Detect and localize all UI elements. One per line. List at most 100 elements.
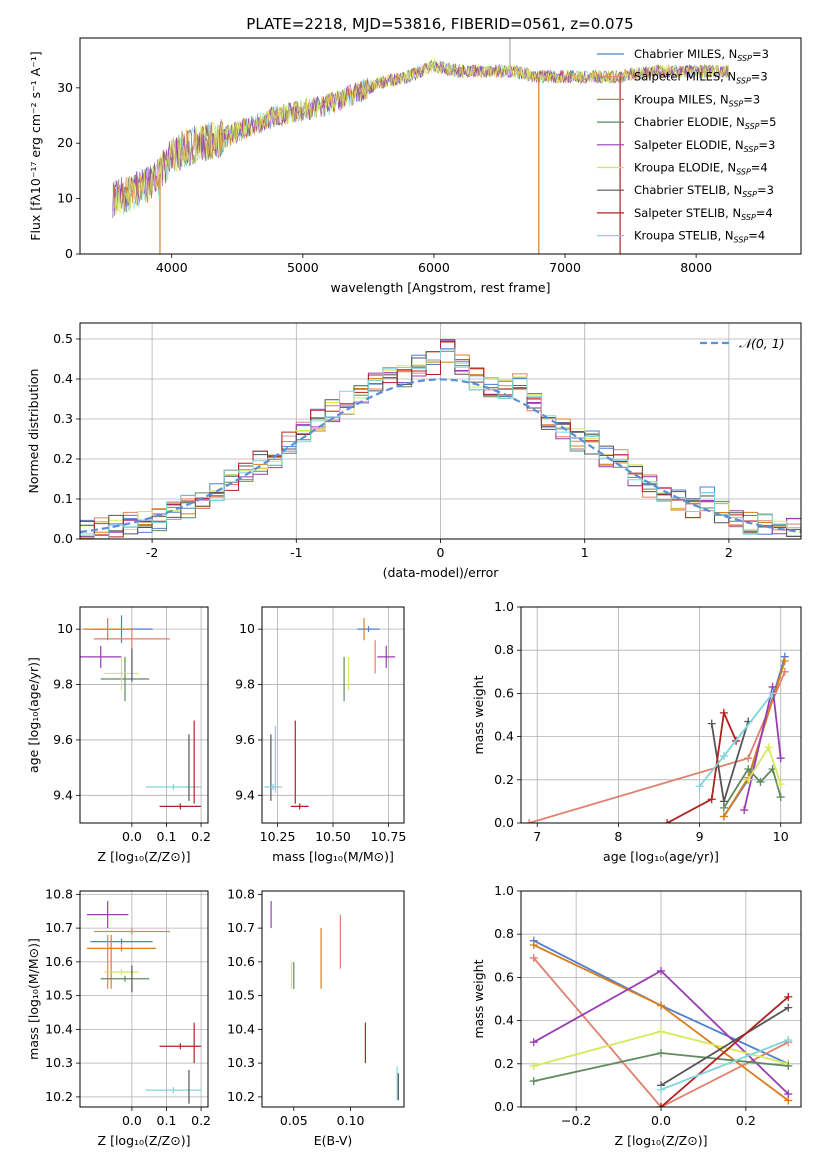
x-tick-label: -1 [290, 545, 302, 560]
axes-mass-vs-Z: 0.0 0.1 0.2 10.2 10.3 10.4 10.5 10.6 10.7 10.8 [45, 886, 211, 1128]
y-tick-label: 0.1 [53, 491, 73, 506]
legend-suffix: =5 [760, 115, 777, 129]
x-tick-label: 0.1 [157, 829, 177, 844]
y-tick-label: 9.6 [235, 732, 255, 747]
errorbar-point [83, 618, 132, 641]
x-axis-label: wavelength [Angstrom, rest frame] [330, 280, 550, 295]
plus-marker [776, 793, 785, 802]
y-tick-label: 0.2 [53, 451, 73, 466]
x-tick-label: 10.75 [371, 829, 407, 844]
errorbar-point [104, 656, 139, 691]
x-tick-label: 6000 [418, 260, 450, 275]
y-tick-label: 10.5 [227, 988, 255, 1003]
x-tick-label: 1 [581, 545, 589, 560]
y-axis-label: mass weight [471, 959, 486, 1038]
x-tick-label: 4000 [156, 260, 188, 275]
x-tick-label: 0 [437, 545, 445, 560]
x-tick-label: 5000 [287, 260, 319, 275]
x-tick-label: 0.10 [337, 1113, 365, 1128]
errorbar-point [86, 901, 129, 929]
y-tick-label: 10.3 [45, 1055, 73, 1070]
legend-subscript: SSP [742, 190, 757, 199]
y-tick-label: 0 [65, 246, 73, 261]
legend-label: Chabrier ELODIE, N [634, 115, 745, 129]
plot-area-age-vs-mass [264, 618, 396, 810]
axes-frame-massweight-vs-age [520, 606, 802, 824]
legend-entry: Kroupa ELODIE, NSSP=4 [634, 161, 768, 177]
legend-entry: Chabrier STELIB, NSSP=3 [634, 183, 774, 199]
spectrum-line-4 [112, 59, 729, 216]
legend-suffix: =3 [757, 183, 774, 197]
errorbar-point [93, 928, 170, 935]
legend-entry: Chabrier ELODIE, NSSP=5 [634, 115, 776, 131]
plot-area-massweight-vs-age [525, 652, 789, 823]
errorbar-point [290, 803, 309, 810]
errorbar-point [93, 627, 170, 650]
plus-marker [529, 1038, 538, 1047]
y-tick-label: 20 [57, 135, 73, 150]
errorbar-point [159, 1043, 202, 1050]
legend-subscript: SSP [741, 213, 756, 222]
y-tick-label: 0.6 [494, 969, 514, 984]
series-line [533, 957, 789, 1107]
y-tick-label: 0.6 [494, 685, 514, 700]
y-tick-label: 10 [57, 621, 73, 636]
plus-marker [663, 819, 672, 823]
y-tick-label: 10.7 [227, 920, 255, 935]
plus-marker [707, 719, 716, 728]
plot-area-mass-vs-EBV [270, 901, 399, 1101]
plus-marker [784, 1036, 793, 1045]
plus-marker [719, 797, 728, 806]
legend-entry: Salpeter MILES, NSSP=3 [634, 70, 768, 86]
legend-subscript: SSP [736, 77, 751, 86]
x-tick-label: −0.2 [561, 1113, 591, 1128]
axes-age-vs-Z: 0.0 0.1 0.2 9.4 9.6 9.8 10 [53, 607, 211, 844]
plus-marker [719, 752, 728, 761]
legend-suffix: =3 [743, 92, 760, 106]
plus-marker [657, 1001, 665, 1010]
x-axis-label: E(B-V) [314, 1133, 353, 1148]
legend-suffix: =4 [751, 161, 768, 175]
errorbar-point [104, 969, 139, 975]
plus-marker [756, 777, 765, 786]
x-tick-label: 0.0 [122, 1113, 142, 1128]
axes-massweight-vs-age: 7 8 9 10 0.0 0.2 0.4 0.6 0.8 1.0 [494, 599, 801, 844]
y-tick-label: 0.8 [494, 642, 514, 657]
legend-entry: Salpeter ELODIE, NSSP=3 [634, 138, 775, 154]
x-tick-label: 8 [614, 829, 622, 844]
normal-curve [80, 378, 801, 534]
plus-marker [657, 1103, 665, 1107]
x-tick-label: 7000 [549, 260, 581, 275]
y-tick-label: 10.4 [227, 1021, 255, 1036]
errorbar-point [145, 1087, 202, 1094]
legend-suffix: =4 [756, 206, 773, 220]
y-tick-label: 30 [57, 80, 73, 95]
y-axis-label: Flux [fλ10⁻¹⁷ erg cm⁻² s⁻¹ A⁻¹] [28, 51, 43, 240]
errorbar-point [90, 938, 153, 945]
plot-area-massweight-vs-Z [529, 936, 793, 1107]
plus-marker [744, 765, 753, 773]
x-tick-label: 0.2 [191, 1113, 211, 1128]
series-line [660, 1039, 789, 1091]
axes-frame-age-vs-Z [79, 606, 209, 824]
legend-label: Salpeter STELIB, N [634, 206, 741, 220]
legend-label: Salpeter MILES, N [634, 70, 736, 84]
y-tick-label: 10.8 [45, 886, 73, 901]
legend-label: Chabrier STELIB, N [634, 183, 742, 197]
y-tick-label: 9.4 [53, 787, 73, 802]
series-line [660, 996, 789, 1107]
y-tick-label: 0.8 [494, 926, 514, 941]
legend-label: Kroupa MILES, N [634, 92, 729, 106]
axes-age-vs-mass: 10.25 10.50 10.75 9.4 9.6 9.8 10 [235, 607, 406, 844]
plot-area-spectrum [112, 38, 729, 254]
y-tick-label: 10.8 [227, 886, 255, 901]
x-tick-label: 7 [533, 829, 541, 844]
plot-area-residuals [80, 339, 801, 539]
y-tick-label: 0.0 [494, 1099, 514, 1114]
x-axis-label: Z [log₁₀(Z/Z⊙)] [98, 849, 191, 864]
plus-marker [784, 1003, 793, 1012]
plus-marker [764, 743, 773, 752]
axes-mass-vs-EBV: 0.05 0.10 10.2 10.3 10.4 10.5 10.6 10.7 10.8 [227, 886, 364, 1128]
figure-title: PLATE=2218, MJD=53816, FIBERID=0561, z=0… [246, 15, 633, 33]
